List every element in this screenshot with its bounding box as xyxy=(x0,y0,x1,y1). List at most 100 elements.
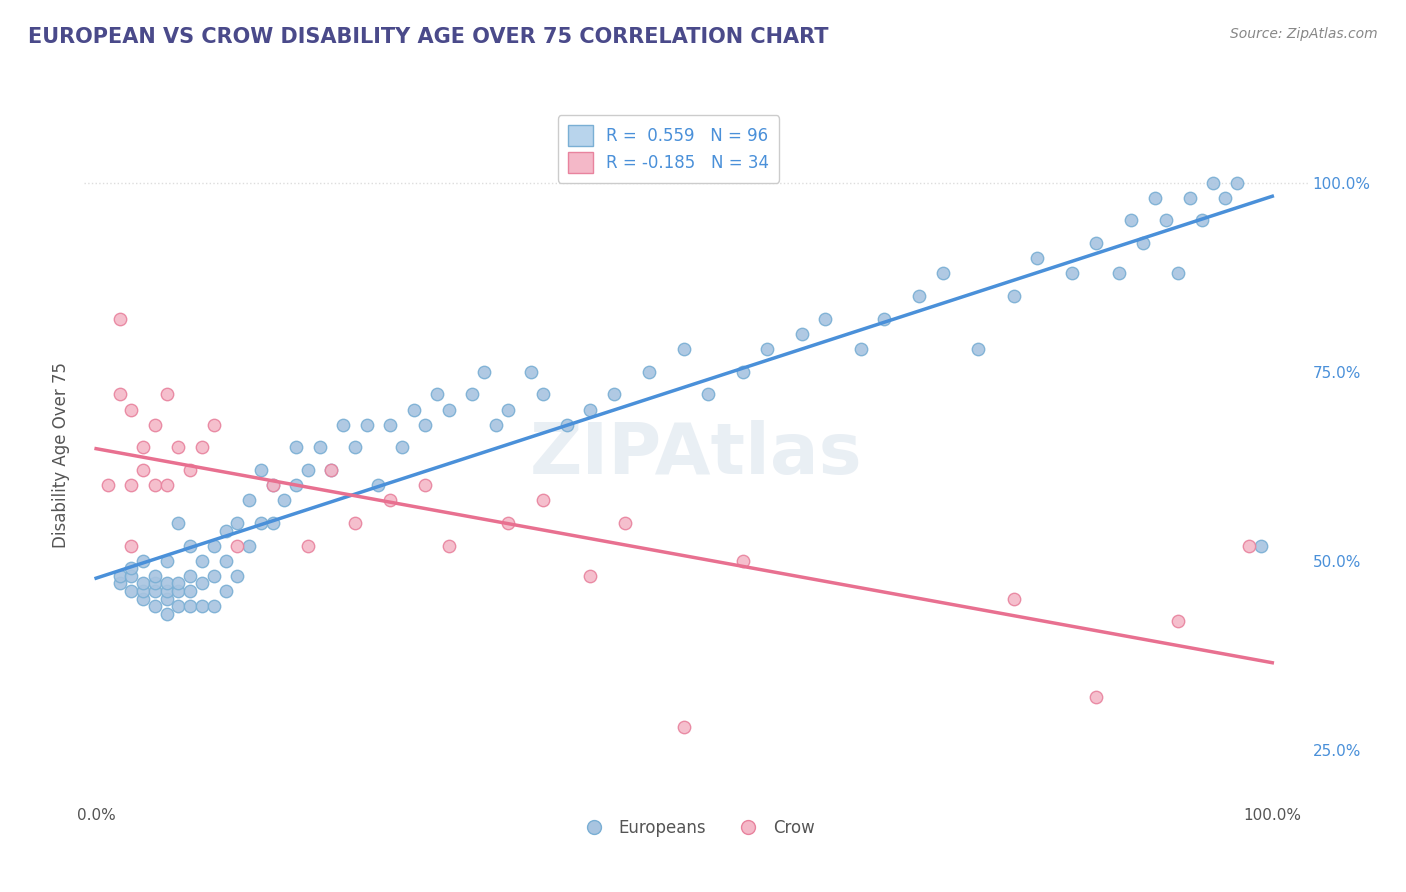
Point xyxy=(731,554,754,568)
Point xyxy=(873,311,896,326)
Point xyxy=(214,584,236,599)
Point xyxy=(156,591,179,606)
Point xyxy=(202,599,225,614)
Point xyxy=(120,539,142,553)
Point xyxy=(367,478,389,492)
Point xyxy=(143,478,166,492)
Point xyxy=(167,516,190,530)
Point xyxy=(132,584,155,599)
Point xyxy=(120,584,142,599)
Point xyxy=(167,584,190,599)
Point xyxy=(415,417,437,432)
Point xyxy=(132,576,155,591)
Point xyxy=(1213,191,1236,205)
Point xyxy=(179,584,201,599)
Point xyxy=(472,365,495,379)
Point xyxy=(614,516,637,530)
Y-axis label: Disability Age Over 75: Disability Age Over 75 xyxy=(52,362,70,548)
Point xyxy=(321,463,343,477)
Point xyxy=(1108,267,1130,281)
Point xyxy=(238,493,260,508)
Point xyxy=(202,539,225,553)
Point xyxy=(638,365,661,379)
Point xyxy=(143,569,166,583)
Point xyxy=(1250,539,1272,553)
Point xyxy=(120,561,142,575)
Point xyxy=(167,576,190,591)
Point xyxy=(108,387,131,401)
Point xyxy=(238,539,260,553)
Point xyxy=(262,478,284,492)
Point xyxy=(214,524,236,538)
Point xyxy=(285,478,308,492)
Point xyxy=(167,441,190,455)
Point xyxy=(179,539,201,553)
Point xyxy=(1121,213,1143,227)
Point xyxy=(1156,213,1178,227)
Point xyxy=(132,463,155,477)
Point xyxy=(485,417,508,432)
Point xyxy=(249,463,271,477)
Text: Source: ZipAtlas.com: Source: ZipAtlas.com xyxy=(1230,27,1378,41)
Point xyxy=(555,417,578,432)
Point xyxy=(262,516,284,530)
Point xyxy=(132,554,155,568)
Point xyxy=(262,478,284,492)
Point xyxy=(1026,252,1049,266)
Point xyxy=(108,311,131,326)
Point xyxy=(108,569,131,583)
Point xyxy=(932,267,955,281)
Point xyxy=(332,417,354,432)
Point xyxy=(1084,236,1107,251)
Point xyxy=(380,417,402,432)
Point xyxy=(531,387,554,401)
Point xyxy=(908,289,931,303)
Point xyxy=(380,493,402,508)
Point xyxy=(156,387,179,401)
Point xyxy=(520,365,543,379)
Point xyxy=(179,599,201,614)
Point xyxy=(731,365,754,379)
Point xyxy=(308,441,330,455)
Point xyxy=(579,569,602,583)
Point xyxy=(297,539,319,553)
Point xyxy=(156,584,179,599)
Point xyxy=(249,516,271,530)
Point xyxy=(226,569,249,583)
Point xyxy=(1191,213,1213,227)
Point xyxy=(191,554,214,568)
Point xyxy=(179,463,201,477)
Point xyxy=(156,576,179,591)
Point xyxy=(214,554,236,568)
Point xyxy=(755,342,778,356)
Point xyxy=(343,516,366,530)
Point xyxy=(1084,690,1107,704)
Point xyxy=(1002,591,1025,606)
Point xyxy=(531,493,554,508)
Point xyxy=(226,516,249,530)
Point xyxy=(191,576,214,591)
Point xyxy=(415,478,437,492)
Point xyxy=(120,402,142,417)
Point xyxy=(1237,539,1260,553)
Point xyxy=(814,311,837,326)
Point xyxy=(437,539,460,553)
Point xyxy=(321,463,343,477)
Text: ZIPAtlas: ZIPAtlas xyxy=(530,420,862,490)
Point xyxy=(297,463,319,477)
Point xyxy=(143,417,166,432)
Point xyxy=(696,387,718,401)
Point xyxy=(285,441,308,455)
Point xyxy=(496,402,519,417)
Point xyxy=(108,576,131,591)
Point xyxy=(167,599,190,614)
Point xyxy=(1132,236,1154,251)
Point xyxy=(179,569,201,583)
Point xyxy=(437,402,460,417)
Point xyxy=(202,569,225,583)
Point xyxy=(1062,267,1084,281)
Point xyxy=(1167,615,1189,629)
Point xyxy=(120,569,142,583)
Point xyxy=(496,516,519,530)
Point xyxy=(673,342,696,356)
